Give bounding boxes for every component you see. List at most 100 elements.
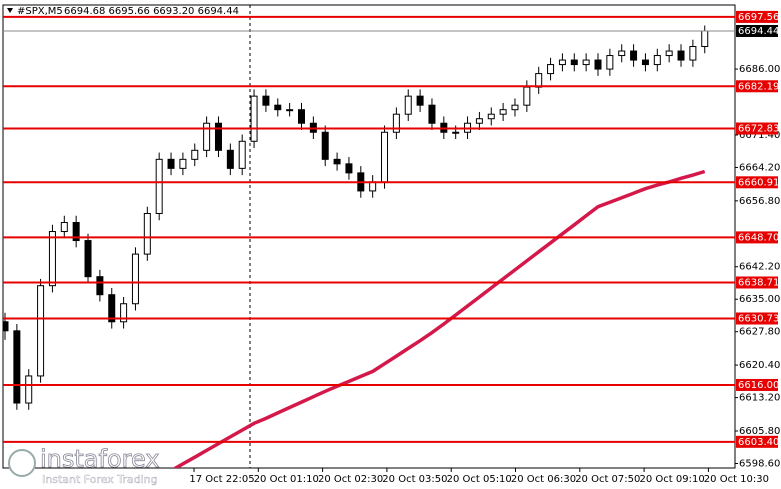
candle-body xyxy=(511,104,519,111)
y-tick-label: 6598.60 xyxy=(739,458,780,469)
candle-body xyxy=(404,95,412,115)
candle-body xyxy=(203,122,211,151)
candle-body xyxy=(120,303,128,323)
x-tick-label: 20 Oct 07:50 xyxy=(575,474,640,485)
candle-body xyxy=(452,131,460,134)
candle-body xyxy=(250,95,258,142)
candle-body xyxy=(25,375,33,404)
candle-body xyxy=(214,122,222,151)
candle-body xyxy=(333,158,341,165)
candle-body xyxy=(475,118,483,124)
candle-body xyxy=(226,149,234,169)
header-values: 6694.68 6695.66 6693.20 6694.44 xyxy=(64,6,239,17)
candle-body xyxy=(345,163,353,174)
candle-body xyxy=(381,131,389,183)
last-price-label: 6694.44 xyxy=(738,26,779,37)
level-label-box xyxy=(736,10,778,23)
candle-body xyxy=(131,253,139,305)
level-label: 6672.83 xyxy=(738,124,779,135)
candle-body xyxy=(298,109,305,124)
candle-body xyxy=(416,95,424,106)
candle-body xyxy=(653,55,661,66)
candle-body xyxy=(689,46,697,61)
symbol: #SPX,M5 xyxy=(17,6,63,17)
x-tick-label: 20 Oct 01:10 xyxy=(254,474,319,485)
level-label: 6697.56 xyxy=(738,12,779,23)
candle-body xyxy=(96,276,104,296)
candle-body xyxy=(274,104,282,111)
candle-body xyxy=(167,158,175,169)
y-tick-label: 6613.20 xyxy=(739,393,780,404)
y-tick-label: 6627.80 xyxy=(739,327,780,338)
x-tick-label: 17 Oct 22:05 xyxy=(189,474,254,485)
level-label-box xyxy=(736,435,778,448)
plot-area xyxy=(3,15,735,468)
candle-body xyxy=(594,59,602,70)
x-tick-label: 20 Oct 10:30 xyxy=(704,474,769,485)
candle-body xyxy=(523,86,531,106)
x-tick-label: 20 Oct 02:30 xyxy=(318,474,383,485)
candle-body xyxy=(487,113,495,120)
level-label-box xyxy=(736,378,778,391)
y-tick-label: 6620.40 xyxy=(739,360,780,371)
level-label-box xyxy=(736,80,778,93)
candle-body xyxy=(179,158,187,169)
candle-body xyxy=(547,64,555,75)
level-label: 6682.19 xyxy=(738,81,779,92)
moving-average xyxy=(172,169,706,468)
level-label: 6616.00 xyxy=(738,380,779,391)
level-label: 6630.73 xyxy=(738,313,779,324)
level-label-box xyxy=(736,231,778,244)
y-tick-label: 6605.80 xyxy=(739,426,780,437)
x-tick-label: 20 Oct 06:30 xyxy=(511,474,576,485)
axis: 6686.00 6671.40 6664.20 6656.80 6642.20 6635.… xyxy=(189,10,780,485)
candle-body xyxy=(558,59,566,66)
x-tick-label: 20 Oct 05:10 xyxy=(447,474,512,485)
y-tick-label: 6642.20 xyxy=(739,262,780,273)
x-tick-label: 20 Oct 09:10 xyxy=(639,474,704,485)
y-tick-label: 6656.80 xyxy=(739,196,780,207)
header-icon xyxy=(7,8,13,13)
candle-body xyxy=(582,59,590,66)
logo-icon xyxy=(8,449,36,477)
y-tick-label: 6664.20 xyxy=(739,162,780,173)
candle-body xyxy=(143,212,151,255)
candle-body xyxy=(60,222,68,233)
level-label-box xyxy=(736,176,778,189)
candle-body xyxy=(72,222,80,242)
candle-body xyxy=(155,158,163,214)
y-tick-label: 6686.00 xyxy=(739,64,780,75)
candle-body xyxy=(535,73,543,88)
candle-body xyxy=(48,231,56,287)
candle-body xyxy=(428,104,436,124)
level-label-box xyxy=(736,122,778,135)
last-price-box xyxy=(736,24,778,37)
candle-body xyxy=(13,330,21,404)
candle-body xyxy=(701,30,709,48)
logo-tagline: Instant Forex Trading xyxy=(42,473,158,486)
candle-body xyxy=(618,50,626,57)
candle-body xyxy=(570,59,578,66)
level-label-box xyxy=(736,312,778,325)
logo: instaforex Instant Forex Trading xyxy=(8,445,160,486)
candle-body xyxy=(677,50,685,61)
candle-body xyxy=(630,50,638,61)
level-label: 6660.91 xyxy=(738,177,779,188)
level-label: 6603.40 xyxy=(738,437,779,448)
candle-body xyxy=(641,59,649,66)
candle-body xyxy=(665,50,673,57)
candle-body xyxy=(238,140,246,169)
candle-body xyxy=(262,95,270,106)
candle-body xyxy=(37,285,45,377)
candle-body xyxy=(84,240,92,278)
candle-body xyxy=(286,109,294,112)
candle-body xyxy=(392,113,400,133)
level-label: 6648.70 xyxy=(738,232,779,243)
level-label: 6638.71 xyxy=(738,277,779,288)
candle-body xyxy=(3,321,9,332)
candle-body xyxy=(606,55,614,70)
candle-body xyxy=(191,149,199,160)
candle-body xyxy=(499,109,507,115)
candle-body xyxy=(108,294,116,323)
